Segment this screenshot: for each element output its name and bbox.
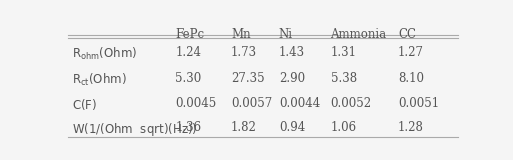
Text: FePc: FePc xyxy=(175,28,205,41)
Text: 1.43: 1.43 xyxy=(279,46,305,59)
Text: 2.90: 2.90 xyxy=(279,72,305,85)
Text: 1.27: 1.27 xyxy=(398,46,424,59)
Text: 0.0051: 0.0051 xyxy=(398,97,439,110)
Text: CC: CC xyxy=(398,28,416,41)
Text: 1.24: 1.24 xyxy=(175,46,202,59)
Text: 1.73: 1.73 xyxy=(231,46,257,59)
Text: 1.06: 1.06 xyxy=(330,121,357,134)
Text: 1.82: 1.82 xyxy=(231,121,257,134)
Text: 0.0044: 0.0044 xyxy=(279,97,320,110)
Text: 5.38: 5.38 xyxy=(330,72,357,85)
Text: 5.30: 5.30 xyxy=(175,72,202,85)
Text: $\mathrm{R_{ohm}(Ohm)}$: $\mathrm{R_{ohm}(Ohm)}$ xyxy=(72,46,137,62)
Text: $\mathrm{R_{ct}(Ohm)}$: $\mathrm{R_{ct}(Ohm)}$ xyxy=(72,72,127,88)
Text: Ammonia: Ammonia xyxy=(330,28,387,41)
Text: Ni: Ni xyxy=(279,28,293,41)
Text: $\mathrm{C(F)}$: $\mathrm{C(F)}$ xyxy=(72,97,97,112)
Text: 8.10: 8.10 xyxy=(398,72,424,85)
Text: 27.35: 27.35 xyxy=(231,72,265,85)
Text: 1.36: 1.36 xyxy=(175,121,202,134)
Text: Mn: Mn xyxy=(231,28,251,41)
Text: 0.0052: 0.0052 xyxy=(330,97,371,110)
Text: 0.0045: 0.0045 xyxy=(175,97,216,110)
Text: 1.31: 1.31 xyxy=(330,46,357,59)
Text: 1.28: 1.28 xyxy=(398,121,424,134)
Text: $\mathrm{W(1/(Ohm\ \ sqrt)(Hz))}$: $\mathrm{W(1/(Ohm\ \ sqrt)(Hz))}$ xyxy=(72,121,198,138)
Text: 0.0057: 0.0057 xyxy=(231,97,272,110)
Text: 0.94: 0.94 xyxy=(279,121,305,134)
